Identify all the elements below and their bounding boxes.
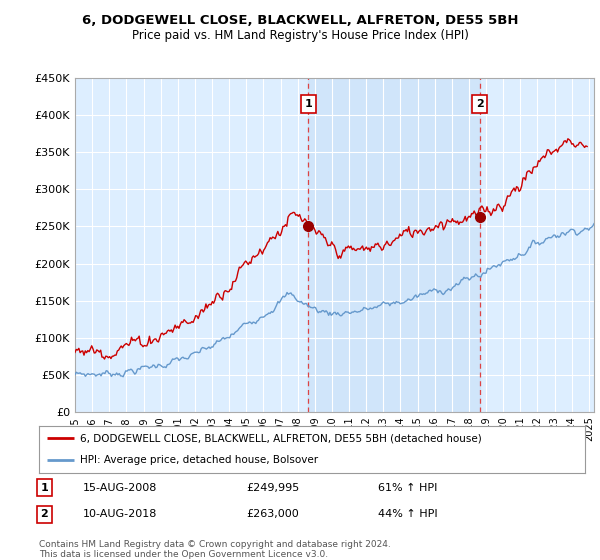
Text: 15-AUG-2008: 15-AUG-2008 [83, 483, 157, 493]
Text: 2: 2 [476, 99, 484, 109]
Text: 10-AUG-2018: 10-AUG-2018 [83, 509, 157, 519]
Text: 6, DODGEWELL CLOSE, BLACKWELL, ALFRETON, DE55 5BH (detached house): 6, DODGEWELL CLOSE, BLACKWELL, ALFRETON,… [80, 433, 482, 444]
Bar [308, 78, 479, 412]
Text: 2: 2 [41, 509, 49, 519]
Text: Price paid vs. HM Land Registry's House Price Index (HPI): Price paid vs. HM Land Registry's House … [131, 29, 469, 42]
Text: 6, DODGEWELL CLOSE, BLACKWELL, ALFRETON, DE55 5BH: 6, DODGEWELL CLOSE, BLACKWELL, ALFRETON,… [82, 14, 518, 27]
Text: HPI: Average price, detached house, Bolsover: HPI: Average price, detached house, Bols… [80, 455, 318, 465]
Text: 44% ↑ HPI: 44% ↑ HPI [377, 509, 437, 519]
Text: Contains HM Land Registry data © Crown copyright and database right 2024.
This d: Contains HM Land Registry data © Crown c… [39, 540, 391, 559]
Text: £249,995: £249,995 [247, 483, 300, 493]
Text: 61% ↑ HPI: 61% ↑ HPI [377, 483, 437, 493]
Text: 1: 1 [41, 483, 49, 493]
Text: £263,000: £263,000 [247, 509, 299, 519]
Text: 1: 1 [304, 99, 312, 109]
